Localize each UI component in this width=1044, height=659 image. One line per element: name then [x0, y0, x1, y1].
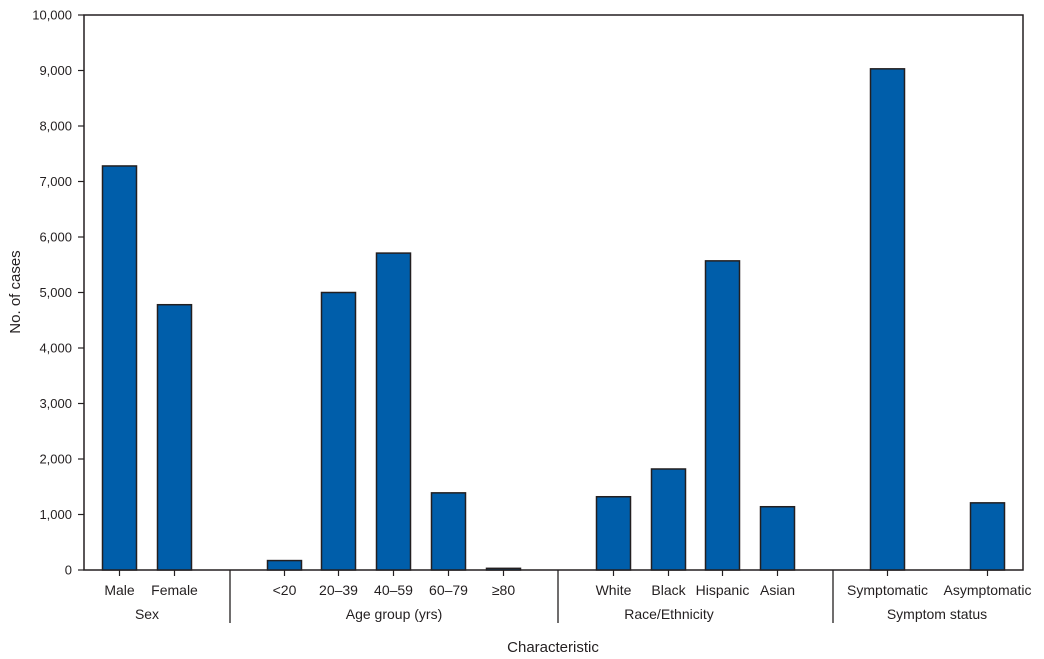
bar-symptomatic [869, 68, 906, 571]
y-tick-label: 6,000 [39, 230, 72, 245]
x-category-label: Male [104, 582, 135, 598]
x-category-label: Symptomatic [847, 582, 928, 598]
bar-female [156, 303, 193, 571]
bar-60-79 [430, 492, 467, 571]
x-category-label: <20 [273, 582, 297, 598]
x-category-label: 40–59 [374, 582, 413, 598]
y-tick-label: 10,000 [32, 8, 72, 23]
x-category-label: Black [651, 582, 686, 598]
x-group-label: Race/Ethnicity [624, 606, 713, 622]
x-category-label: 20–39 [319, 582, 358, 598]
x-category-label: ≥80 [492, 582, 515, 598]
y-tick-label: 4,000 [39, 341, 72, 356]
x-category-label: Female [151, 582, 198, 598]
y-axis: 0 1,000 2,000 3,000 4,000 5,000 6,000 7,000 8,00… [32, 8, 84, 578]
bar-20 [266, 559, 303, 571]
y-tick-label: 0 [65, 563, 72, 578]
x-axis-title: Characteristic [507, 639, 599, 656]
x-axis: Male Female Sex <20 20–39 40–59 60–79 ≥80 Age gr… [104, 570, 1031, 623]
y-tick-label: 8,000 [39, 119, 72, 134]
bars [101, 68, 1006, 571]
y-tick-label: 2,000 [39, 452, 72, 467]
y-tick-label: 5,000 [39, 285, 72, 300]
bar-male [101, 165, 138, 571]
x-category-label: White [596, 582, 632, 598]
bar-asymptomatic [969, 502, 1006, 571]
x-group-label: Sex [135, 606, 159, 622]
y-axis-title: No. of cases [7, 250, 24, 333]
y-tick-label: 7,000 [39, 174, 72, 189]
bar-20-39 [320, 291, 357, 571]
x-category-label: Asymptomatic [944, 582, 1032, 598]
bar-white [595, 495, 632, 571]
x-group-label: Age group (yrs) [346, 606, 442, 622]
x-category-label: Hispanic [696, 582, 750, 598]
x-category-label: Asian [760, 582, 795, 598]
bar-hispanic [704, 260, 741, 571]
bar-asian [759, 505, 796, 571]
y-tick-label: 3,000 [39, 396, 72, 411]
y-tick-label: 1,000 [39, 507, 72, 522]
x-group-label: Symptom status [887, 606, 987, 622]
bar-80 [485, 567, 522, 571]
bar-black [650, 468, 687, 571]
bar-40-59 [375, 252, 412, 571]
y-tick-label: 9,000 [39, 63, 72, 78]
x-category-label: 60–79 [429, 582, 468, 598]
